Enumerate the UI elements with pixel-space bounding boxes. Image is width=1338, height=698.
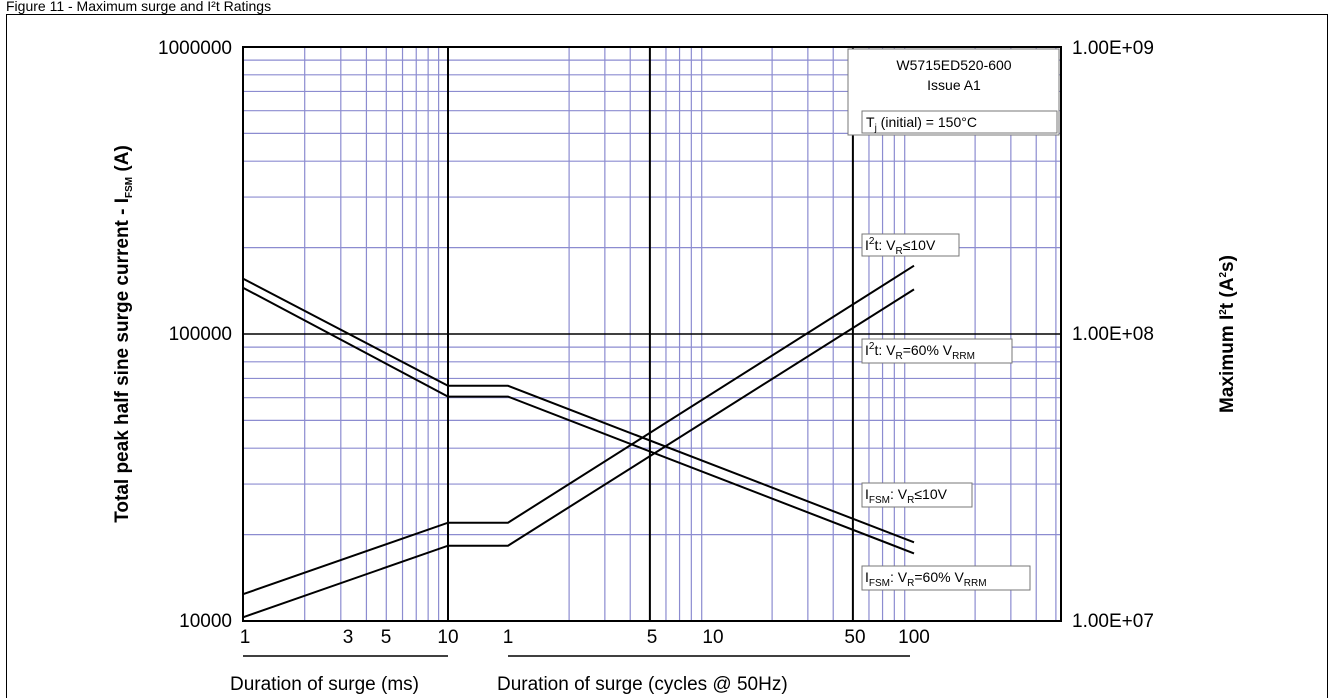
series-label-ifsm-10v: IFSM: VR≤10V — [865, 486, 948, 506]
x-cycle-axis-label: Duration of surge (cycles @ 50Hz) — [497, 674, 788, 695]
label-box-ifsm-60 — [861, 565, 1031, 591]
y-right-tick-1e9: 1.00E+09 — [1072, 38, 1154, 59]
major-grid — [243, 47, 1061, 621]
curve-i2t-10v — [242, 264, 915, 596]
issue-label: Issue A1 — [927, 77, 981, 93]
plot-border — [242, 46, 1062, 622]
figure-caption: Figure 11 - Maximum surge and I²t Rating… — [6, 0, 271, 14]
x-cycle-tick-1: 1 — [503, 627, 514, 648]
y-left-tick-100000: 100000 — [169, 324, 232, 345]
x-ms-axis-label: Duration of surge (ms) — [230, 674, 419, 695]
label-box-ifsm-10v — [861, 482, 973, 508]
y-right-tick-1e7: 1.00E+07 — [1072, 611, 1154, 632]
curve-ifsm-10v — [242, 277, 915, 544]
curve-i2t-60pct — [242, 288, 915, 619]
x-cycle-tick-5: 5 — [647, 627, 658, 648]
y-left-axis-label: Total peak half sine surge current - IFS… — [112, 145, 135, 523]
series-label-i2t-60: I2t: VR=60% VRRM — [865, 341, 975, 362]
curves — [242, 264, 915, 619]
y-right-axis-label: Maximum I2t (A2s) — [1217, 255, 1238, 413]
tj-note: Tj (initial) = 150°C — [866, 114, 977, 134]
x-ms-tick-3: 3 — [343, 627, 354, 648]
y-left-tick-10000: 10000 — [179, 611, 232, 632]
x-ms-tick-5: 5 — [381, 627, 392, 648]
x-cycle-tick-50: 50 — [844, 627, 865, 648]
x-cycle-tick-100: 100 — [898, 627, 930, 648]
x-cycle-tick-10: 10 — [702, 627, 723, 648]
y-right-tick-1e8: 1.00E+08 — [1072, 324, 1154, 345]
label-box-i2t-10v — [861, 233, 960, 257]
x-ms-tick-1: 1 — [240, 627, 251, 648]
x-ms-tick-10: 10 — [437, 627, 458, 648]
curve-ifsm-60pct — [242, 286, 915, 555]
figure-code: W5715ED520-600 — [896, 57, 1011, 73]
label-box-i2t-60 — [861, 338, 1013, 364]
y-left-tick-1000000: 1000000 — [158, 38, 232, 59]
series-label-ifsm-60: IFSM: VR=60% VRRM — [865, 569, 987, 589]
series-label-i2t-10v: I2t: VR≤10V — [865, 236, 936, 257]
tj-note-box — [861, 110, 1058, 134]
